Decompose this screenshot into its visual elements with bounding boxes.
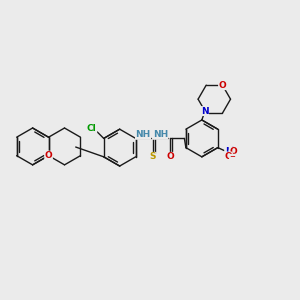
Text: −: −	[230, 154, 235, 160]
Text: O: O	[218, 81, 226, 90]
Text: O: O	[225, 152, 232, 161]
Text: S: S	[150, 152, 156, 161]
Text: O: O	[230, 147, 237, 156]
Text: O: O	[45, 151, 52, 160]
Text: +: +	[229, 145, 235, 151]
Text: NH: NH	[135, 130, 151, 139]
Text: N: N	[201, 106, 208, 116]
Text: Cl: Cl	[87, 124, 97, 134]
Text: N: N	[225, 147, 232, 156]
Text: NH: NH	[153, 130, 168, 139]
Text: O: O	[166, 152, 174, 161]
